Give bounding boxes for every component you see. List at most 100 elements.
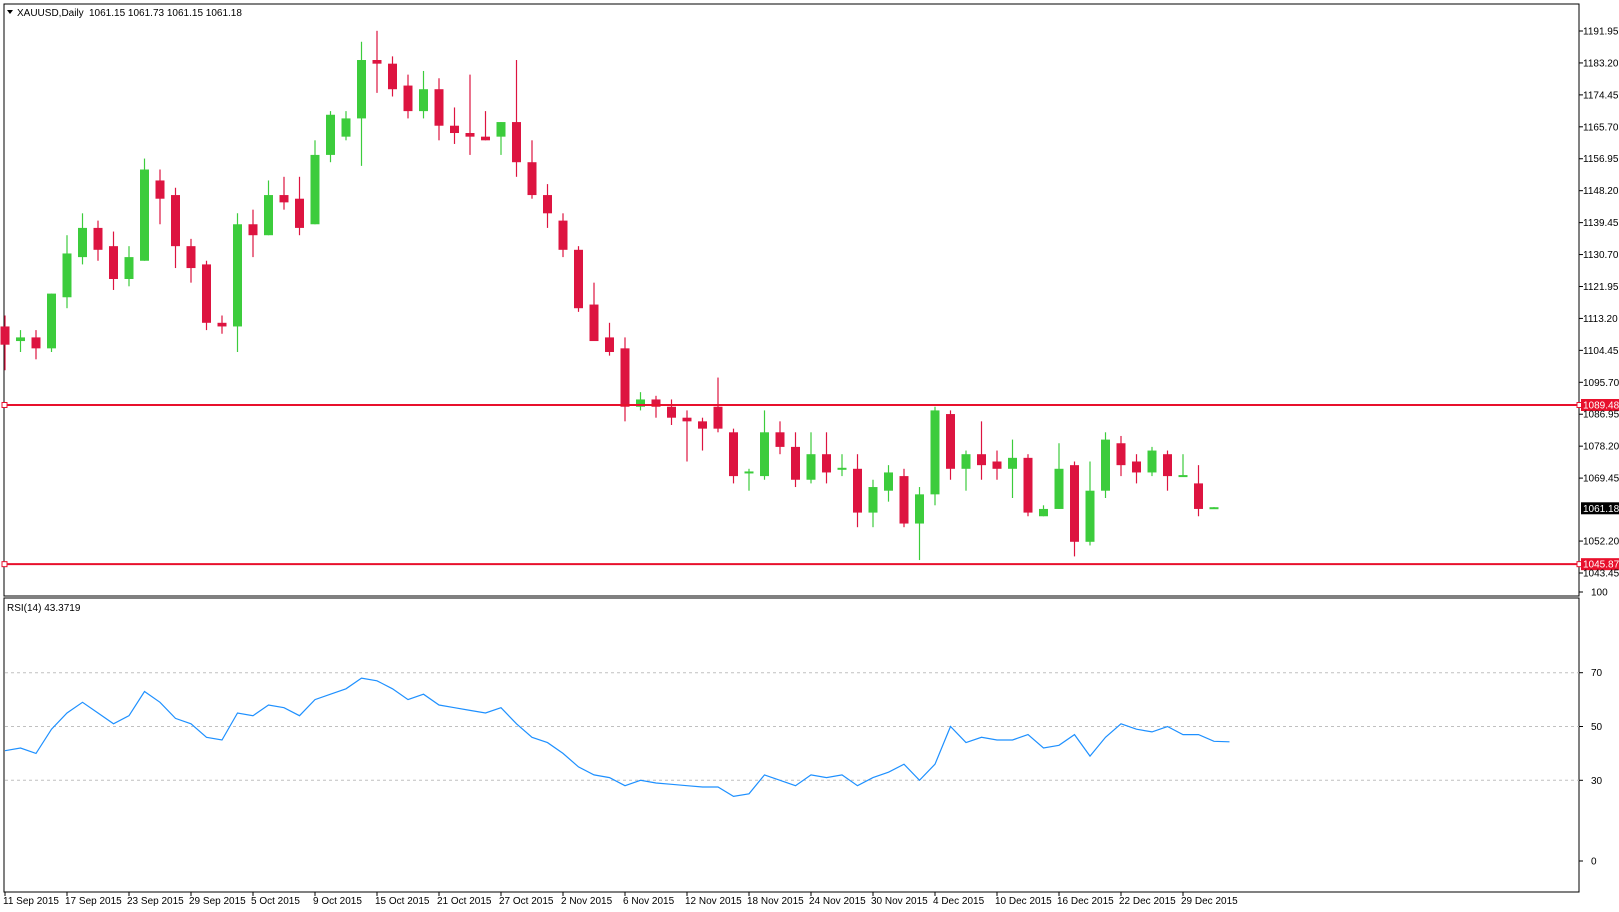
- price-tick-label: 1086.95: [1583, 410, 1619, 421]
- price-tick-label: 1113.20: [1583, 314, 1618, 325]
- candle: [1178, 454, 1188, 478]
- candle: [1209, 507, 1219, 510]
- candle: [481, 111, 490, 141]
- price-tick-label: 1121.95: [1583, 282, 1619, 293]
- candle: [1085, 461, 1095, 546]
- candle: [109, 231, 118, 290]
- candle: [791, 432, 800, 488]
- candle: [558, 213, 568, 258]
- candle: [961, 450, 971, 491]
- candle: [1039, 505, 1048, 517]
- rsi-axis: 100 70 50 30 0: [1579, 588, 1608, 868]
- price-axis: 1191.95 1183.20 1174.45 1165.70 1156.95 1148.…: [1579, 27, 1619, 580]
- price-tick-label: 1052.20: [1583, 537, 1619, 548]
- candle: [450, 107, 459, 144]
- candle: [434, 78, 444, 141]
- level-line[interactable]: 1089.48: [1, 398, 1619, 412]
- horizontal-levels[interactable]: 1089.48 1045.87: [1, 398, 1619, 571]
- symbol-label: XAUUSD,Daily: [17, 8, 84, 19]
- triangle-down-icon[interactable]: [7, 10, 13, 14]
- candle: [1147, 446, 1157, 477]
- price-tick-label: 1148.20: [1583, 186, 1619, 197]
- date-tick-label: 10 Dec 2015: [995, 896, 1052, 907]
- price-tick-label: 1130.70: [1583, 250, 1619, 261]
- candle: [651, 395, 661, 418]
- date-tick-label: 4 Dec 2015: [933, 896, 985, 907]
- ohlc-label: 1061.15 1061.73 1061.15 1061.18: [89, 8, 242, 19]
- level-price-label: 1045.87: [1583, 560, 1619, 571]
- date-tick-label: 30 Nov 2015: [871, 896, 928, 907]
- candle: [233, 213, 242, 353]
- candle: [1163, 450, 1172, 491]
- candle: [636, 392, 645, 411]
- date-tick-label: 6 Nov 2015: [623, 896, 675, 907]
- candle: [930, 406, 940, 506]
- price-tick-label: 1104.45: [1583, 346, 1619, 357]
- rsi-pane[interactable]: [3, 597, 1580, 893]
- candle: [868, 479, 878, 528]
- date-tick-label: 24 Nov 2015: [809, 896, 866, 907]
- candle: [388, 56, 397, 97]
- candle: [884, 465, 893, 502]
- date-tick-label: 22 Dec 2015: [1119, 896, 1176, 907]
- price-pane[interactable]: [3, 3, 1580, 597]
- price-tick-label: 1165.70: [1583, 122, 1619, 133]
- candle: [729, 428, 738, 484]
- candle: [1070, 461, 1079, 557]
- rsi-level-lines: [5, 672, 1579, 781]
- candle: [62, 235, 72, 309]
- rsi-series: [4, 677, 1230, 798]
- date-tick-label: 12 Nov 2015: [685, 896, 742, 907]
- candle: [1054, 443, 1064, 509]
- candle: [822, 432, 831, 484]
- candle: [1008, 439, 1017, 498]
- candle: [248, 209, 258, 258]
- candle: [589, 282, 599, 342]
- rsi-polyline: [4, 677, 1230, 798]
- price-tick-label: 1156.95: [1583, 154, 1619, 165]
- candle: [853, 454, 862, 528]
- date-tick-label: 21 Oct 2015: [437, 896, 492, 907]
- candlestick-series: [0, 30, 1219, 561]
- candle: [16, 330, 25, 353]
- candle: [341, 111, 351, 141]
- date-tick-label: 11 Sep 2015: [3, 896, 59, 907]
- candle: [310, 140, 320, 225]
- candle: [496, 122, 506, 155]
- candle: [760, 410, 769, 480]
- candle: [543, 184, 552, 228]
- candle: [620, 337, 630, 422]
- candle: [1101, 432, 1110, 498]
- date-tick-label: 27 Oct 2015: [499, 896, 554, 907]
- level-line[interactable]: 1045.87: [1, 558, 1619, 571]
- candle: [946, 410, 955, 480]
- candle: [605, 322, 614, 356]
- price-tick-label: 1174.45: [1583, 90, 1619, 101]
- date-tick-label: 9 Oct 2015: [313, 896, 362, 907]
- candle: [915, 487, 924, 561]
- rsi-label: RSI(14) 43.3719: [7, 603, 81, 614]
- price-tick-label: 1043.45: [1583, 569, 1619, 580]
- price-tick-label: 1078.20: [1583, 442, 1619, 453]
- candle: [93, 220, 103, 261]
- candle: [47, 293, 56, 353]
- candle: [295, 176, 304, 236]
- candle: [186, 238, 196, 283]
- rsi-tick-label: 30: [1591, 776, 1603, 787]
- candle: [1116, 435, 1126, 477]
- date-tick-label: 15 Oct 2015: [375, 896, 430, 907]
- date-tick-label: 29 Dec 2015: [1181, 896, 1238, 907]
- candle: [667, 399, 676, 425]
- candle: [512, 60, 521, 177]
- candle: [171, 187, 180, 269]
- rsi-tick-label: 70: [1591, 668, 1603, 679]
- price-tick-label: 1069.45: [1583, 474, 1619, 485]
- candle: [202, 260, 211, 331]
- date-tick-label: 18 Nov 2015: [747, 896, 804, 907]
- current-price-tag: [1581, 502, 1619, 515]
- date-tick-label: 2 Nov 2015: [561, 896, 613, 907]
- candle: [744, 468, 754, 491]
- candle: [140, 158, 149, 261]
- date-tick-label: 29 Sep 2015: [189, 896, 246, 907]
